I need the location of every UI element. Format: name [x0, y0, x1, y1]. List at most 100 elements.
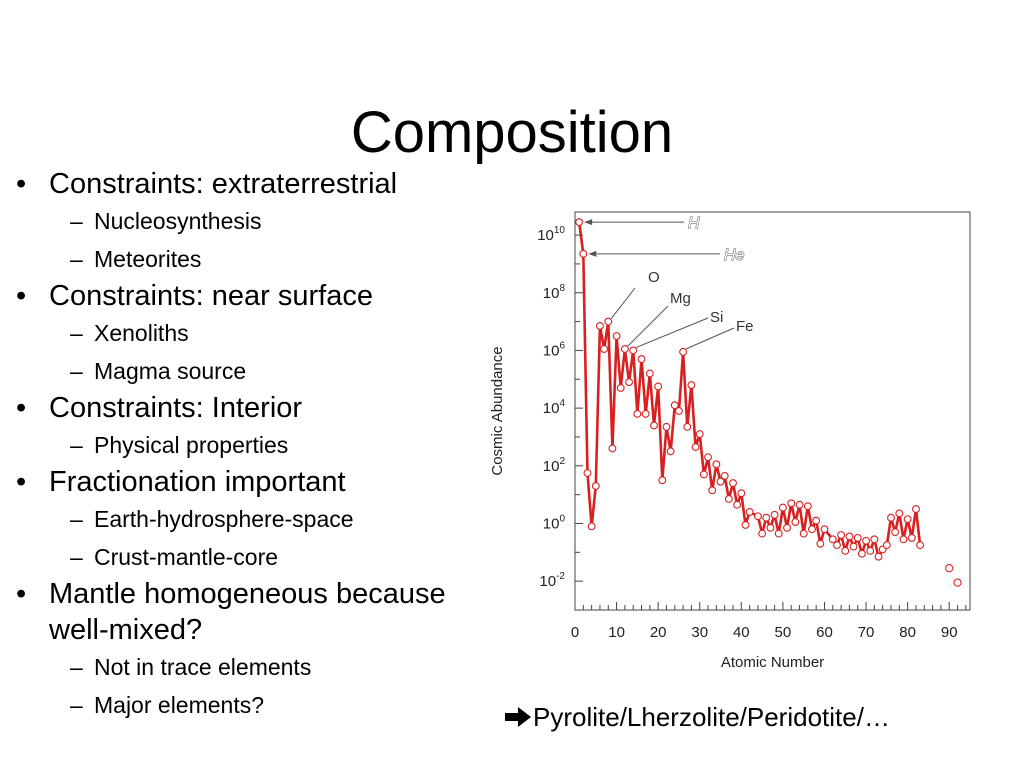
data-point [828, 535, 837, 544]
data-point [720, 471, 729, 480]
sub-bullet-marker: – [70, 544, 83, 570]
data-point [650, 421, 658, 430]
data-point [812, 516, 821, 525]
data-point [870, 535, 879, 544]
data-point [662, 422, 671, 431]
data-point [620, 345, 629, 353]
annotation-label: Si [710, 309, 723, 326]
sub-bullet-marker: – [70, 506, 83, 532]
data-point [674, 407, 683, 415]
sub-bullet-marker: – [70, 320, 83, 346]
bullet-text: Constraints: near surface [49, 280, 373, 312]
x-axis-label: Atomic Number [721, 654, 824, 671]
data-point [795, 500, 804, 509]
y-tick-label: 106 [543, 340, 566, 359]
data-point [625, 378, 634, 387]
data-point [604, 317, 613, 326]
annotation-label: He [724, 247, 745, 264]
data-point [841, 546, 850, 555]
y-tick-label: 108 [543, 283, 566, 302]
data-point [729, 479, 737, 488]
data-point [704, 453, 713, 462]
sub-bullet-text: Earth-hydrosphere-space [94, 506, 354, 532]
data-point [774, 529, 783, 538]
annotation-leader [627, 305, 669, 347]
data-point [737, 489, 746, 498]
data-point [637, 355, 646, 364]
cosmic-abundance-chart: 0 10 20 30 40 50 60 70 80 90 1010 108 106 104 102 100 10… [480, 200, 1000, 680]
data-point [911, 505, 920, 514]
x-tick-label: 80 [899, 624, 916, 641]
data-point [579, 249, 588, 258]
footer-text: Pyrolite/Lherzolite/Peridotite/… [533, 702, 890, 732]
sub-bullet-marker: – [70, 208, 83, 234]
data-point [745, 507, 754, 516]
sub-bullet-item: – Earth-hydrosphere-space [12, 500, 482, 538]
sub-bullet-item: – Physical properties [12, 426, 482, 464]
data-point [608, 444, 617, 453]
annotation-arrowhead [588, 250, 597, 257]
bullet-item: • Constraints: near surface [12, 278, 482, 314]
data-point [899, 535, 908, 544]
bullet-marker: • [16, 280, 27, 312]
data-point [645, 369, 654, 378]
annotation-label: O [648, 269, 660, 286]
data-point [733, 500, 742, 509]
data-point [816, 539, 825, 548]
bullet-item: • Fractionation important [12, 464, 482, 500]
bullet-marker: • [16, 466, 27, 498]
data-point [916, 541, 925, 550]
y-tick-label: 102 [543, 456, 566, 475]
x-tick-label: 50 [775, 624, 792, 641]
data-point [612, 332, 621, 340]
data-point [666, 447, 675, 456]
annotation-leader [610, 287, 636, 319]
data-point [907, 533, 916, 542]
data-point [687, 381, 696, 389]
data-point [783, 523, 792, 532]
sub-bullet-text: Major elements? [94, 692, 265, 718]
data-point [895, 509, 904, 518]
sub-bullet-text: Crust-mantle-core [94, 544, 279, 570]
sub-bullet-text: Xenoliths [94, 320, 189, 346]
x-tick-label: 30 [691, 624, 708, 641]
annotation-leader [636, 317, 709, 348]
bullet-marker: • [16, 392, 27, 424]
data-point [699, 470, 708, 479]
sub-bullet-marker: – [70, 692, 83, 718]
sub-bullet-text: Not in trace elements [94, 654, 312, 680]
x-tick-label: 0 [571, 624, 579, 641]
bullet-item: • Constraints: extraterrestrial [12, 166, 482, 202]
x-tick-label: 90 [941, 624, 958, 641]
bullet-text: Constraints: Interior [49, 392, 303, 424]
sub-bullet-item: – Nucleosynthesis [12, 202, 482, 240]
sub-bullet-item: – Not in trace elements [12, 648, 482, 686]
data-point [654, 382, 663, 391]
data-point [882, 541, 891, 550]
data-point [903, 515, 912, 524]
x-tick-label: 70 [858, 624, 875, 641]
bullet-list: • Constraints: extraterrestrial – Nucleosyn… [12, 166, 482, 724]
x-tick-label: 40 [733, 624, 750, 641]
sub-bullet-text: Meteorites [94, 246, 202, 272]
plot-frame [574, 211, 971, 611]
sub-bullet-marker: – [70, 432, 83, 458]
data-point [695, 430, 704, 439]
data-point [758, 529, 767, 538]
annotation-leader [685, 327, 735, 350]
data-point [753, 512, 762, 521]
data-point [691, 443, 700, 452]
data-point [587, 522, 596, 531]
data-point [658, 476, 667, 485]
sub-bullet-text: Magma source [94, 358, 247, 384]
data-point [591, 482, 600, 490]
annotation-arrowhead [584, 219, 593, 226]
data-point [887, 513, 895, 522]
data-point [891, 528, 900, 537]
data-point [583, 469, 592, 477]
data-point [874, 552, 883, 561]
data-point [670, 401, 679, 410]
y-tick-label: 100 [543, 513, 566, 532]
data-point [945, 564, 954, 573]
x-tick-label: 20 [650, 624, 667, 641]
